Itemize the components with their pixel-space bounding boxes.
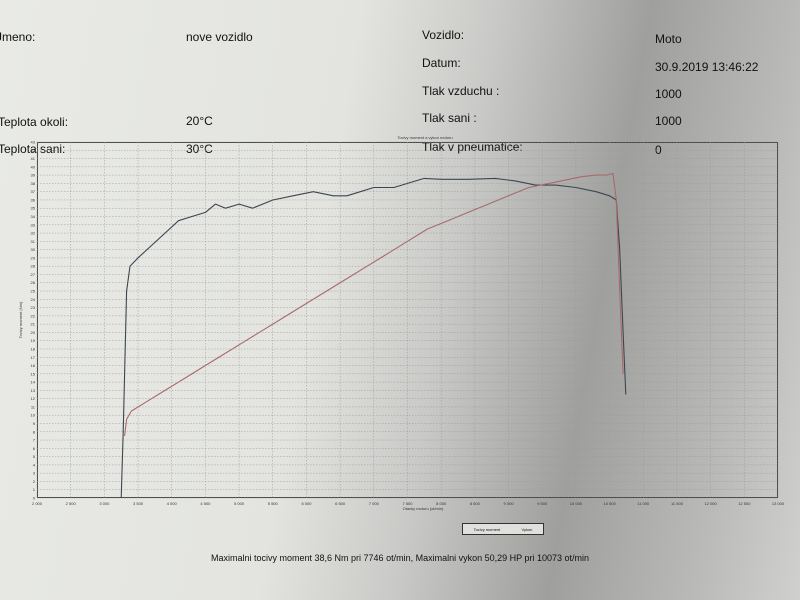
ambient-temp-label: Teplota okoli: — [0, 115, 69, 129]
x-tick-label: 2 500 — [66, 501, 77, 506]
y-tick-label: 12 — [31, 396, 36, 401]
x-tick-label: 8 000 — [436, 501, 447, 506]
x-tick-label: 4 000 — [167, 501, 178, 506]
x-tick-label: 12 000 — [705, 501, 718, 506]
x-tick-label: 6 000 — [301, 501, 312, 506]
x-tick-label: 10 000 — [570, 501, 583, 506]
y-tick-label: 16 — [31, 363, 36, 368]
y-tick-label: 6 — [33, 446, 36, 451]
x-tick-label: 8 500 — [470, 501, 481, 506]
y-tick-label: 39 — [31, 173, 36, 178]
x-tick-label: 3 000 — [99, 501, 110, 506]
y-tick-label: 8 — [33, 429, 36, 434]
y-tick-label: 18 — [31, 346, 36, 351]
y-tick-label: 23 — [31, 305, 36, 310]
y-tick-label: 11 — [31, 404, 36, 409]
y-tick-label: 33 — [31, 222, 36, 227]
y-tick-label: 17 — [31, 355, 36, 360]
y-tick-label: 19 — [31, 338, 36, 343]
intake-pressure-value: 1000 — [655, 114, 682, 128]
y-tick-label: 14 — [31, 380, 36, 385]
name-value: nove vozidlo — [186, 30, 253, 44]
intake-temp-value: 30°C — [186, 142, 213, 156]
y-tick-label: 27 — [31, 272, 36, 277]
y-tick-label: 1 — [33, 487, 36, 492]
chart-y-axis-label: Tocivy moment (Nm) — [18, 301, 23, 338]
chart-ticks: 2 000 2 500 3 000 3 500 4 000 4 500 5 000 5 500… — [31, 140, 785, 507]
x-tick-label: 7 000 — [369, 501, 380, 506]
y-tick-label: 7 — [33, 438, 36, 443]
y-tick-label: 41 — [31, 156, 36, 161]
torque-curve — [120, 177, 627, 499]
y-tick-label: 26 — [31, 280, 36, 285]
air-pressure-value: 1000 — [655, 87, 682, 101]
x-tick-label: 6 500 — [335, 501, 346, 506]
y-tick-label: 36 — [31, 197, 36, 202]
chart-grid — [36, 141, 779, 499]
x-tick-label: 7 500 — [402, 501, 413, 506]
y-tick-label: 24 — [31, 297, 36, 302]
legend-power: Vykon — [521, 526, 533, 532]
y-tick-label: 5 — [33, 454, 36, 459]
y-tick-label: 37 — [31, 189, 36, 194]
x-tick-label: 4 500 — [200, 501, 211, 506]
chart-x-axis-label: Otacky motoru (ot/min) — [403, 506, 444, 511]
y-tick-label: 38 — [31, 181, 36, 186]
y-tick-label: 34 — [31, 214, 36, 219]
date-label: Datum: — [422, 56, 461, 70]
y-tick-label: 3 — [33, 471, 36, 476]
y-tick-label: 15 — [31, 371, 36, 376]
x-tick-label: 5 000 — [234, 501, 245, 506]
chart-title: Tocivy moment a vykon motoru — [397, 135, 452, 140]
tire-pressure-label: Tlak v pneumatice: — [422, 140, 523, 154]
y-tick-label: 21 — [31, 322, 36, 327]
intake-temp-label: Teplota sani: — [0, 142, 66, 156]
air-pressure-label: Tlak vzduchu : — [422, 84, 500, 98]
y-tick-label: 32 — [31, 231, 36, 236]
x-tick-label: 13 000 — [772, 501, 785, 506]
x-tick-label: 9 000 — [504, 501, 515, 506]
x-tick-label: 12 500 — [738, 501, 751, 506]
name-label: Jmeno: — [0, 30, 36, 44]
y-tick-label: 13 — [31, 388, 36, 393]
x-tick-label: 10 500 — [603, 501, 616, 506]
y-tick-label: 29 — [31, 255, 36, 260]
summary-text: Maximalni tocivy moment 38,6 Nm pri 7746… — [211, 553, 589, 563]
x-tick-label: 2 000 — [32, 501, 43, 506]
y-tick-label: 25 — [31, 289, 36, 294]
y-tick-label: 20 — [31, 330, 36, 335]
chart-series — [120, 172, 627, 499]
y-tick-label: 42 — [31, 148, 36, 153]
ambient-temp-value: 20°C — [186, 114, 213, 128]
vehicle-value: Moto — [655, 32, 682, 46]
intake-pressure-label: Tlak sani : — [422, 111, 477, 125]
x-tick-label: 3 500 — [133, 501, 144, 506]
x-tick-label: 9 500 — [537, 501, 548, 506]
y-tick-label: 40 — [31, 164, 36, 169]
y-tick-label: 28 — [31, 264, 36, 269]
vehicle-label: Vozidlo: — [422, 28, 465, 42]
power-curve — [124, 172, 624, 436]
y-tick-label: 43 — [31, 140, 36, 145]
date-value: 30.9.2019 13:46:22 — [655, 60, 759, 74]
y-tick-label: 0 — [33, 496, 36, 501]
y-tick-label: 9 — [33, 421, 36, 426]
tire-pressure-value: 0 — [655, 143, 662, 157]
x-tick-label: 5 500 — [268, 501, 279, 506]
y-tick-label: 30 — [31, 247, 36, 252]
x-tick-label: 11 500 — [671, 501, 684, 506]
x-tick-label: 11 000 — [637, 501, 650, 506]
y-tick-label: 10 — [31, 413, 36, 418]
y-tick-label: 31 — [31, 239, 36, 244]
y-tick-label: 4 — [33, 462, 36, 467]
y-tick-label: 2 — [33, 479, 36, 484]
y-tick-label: 22 — [31, 313, 36, 318]
y-tick-label: 35 — [31, 206, 36, 211]
chart-legend: Tocivy moment Vykon — [462, 523, 544, 535]
legend-torque: Tocivy moment — [473, 526, 501, 532]
